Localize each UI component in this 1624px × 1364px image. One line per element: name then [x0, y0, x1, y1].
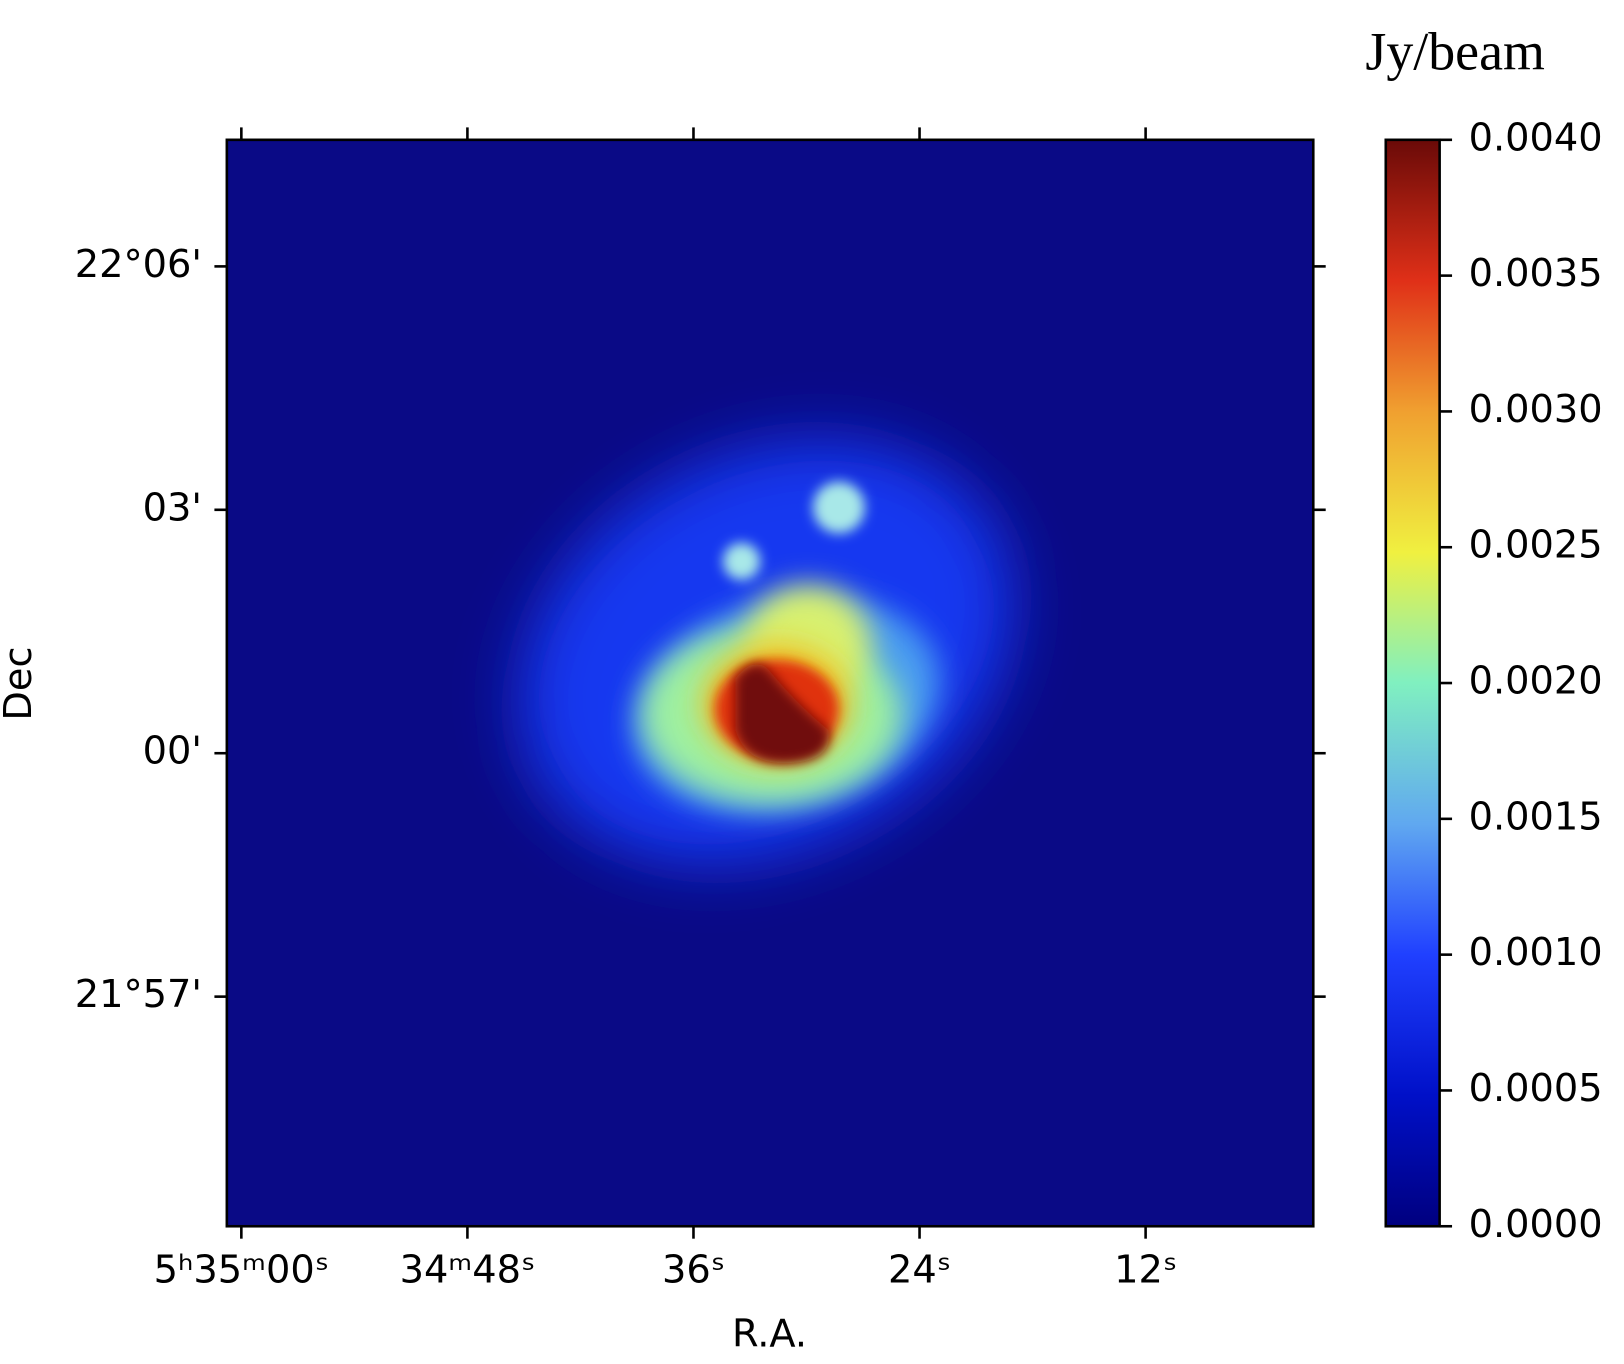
y-tick-label: 00' — [143, 729, 202, 774]
image — [226, 139, 1314, 1227]
colorbar-tick-label: 0.0040 — [1469, 115, 1603, 160]
x-tick-label: 5ʰ35ᵐ00ˢ — [154, 1247, 330, 1292]
x-tick-label: 34ᵐ48ˢ — [400, 1247, 536, 1292]
colorbar-tick-label: 0.0030 — [1469, 387, 1603, 432]
x-tick-label: 24ˢ — [888, 1247, 951, 1292]
x-axis-label: R.A. — [732, 1312, 807, 1357]
y-tick-label: 22°06' — [75, 242, 202, 287]
colorbar-tick-label: 0.0025 — [1469, 523, 1603, 568]
x-tick-label: 36ˢ — [662, 1247, 725, 1292]
y-tick-label: 03' — [143, 485, 202, 530]
colorbar-tick-label: 0.0015 — [1469, 794, 1603, 839]
x-tick-label: 12ˢ — [1114, 1247, 1177, 1292]
colorbar-tick-label: 0.0010 — [1469, 930, 1603, 975]
plot-frame — [225, 138, 1315, 1228]
y-axis-label: Dec — [0, 646, 41, 720]
colorbar — [1384, 138, 1441, 1228]
colorbar-tick-label: 0.0005 — [1469, 1066, 1603, 1111]
colorbar-label: Jy/beam — [1365, 21, 1545, 81]
colorbar-tick-label: 0.0035 — [1469, 251, 1603, 296]
colorbar-tick-label: 0.0020 — [1469, 659, 1603, 704]
colorbar-tick-label: 0.0000 — [1469, 1202, 1603, 1247]
y-tick-label: 21°57' — [75, 972, 202, 1017]
